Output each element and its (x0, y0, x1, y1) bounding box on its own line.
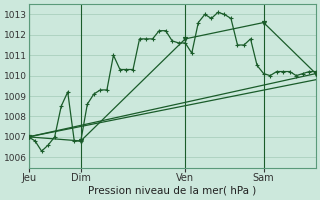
X-axis label: Pression niveau de la mer( hPa ): Pression niveau de la mer( hPa ) (88, 186, 256, 196)
